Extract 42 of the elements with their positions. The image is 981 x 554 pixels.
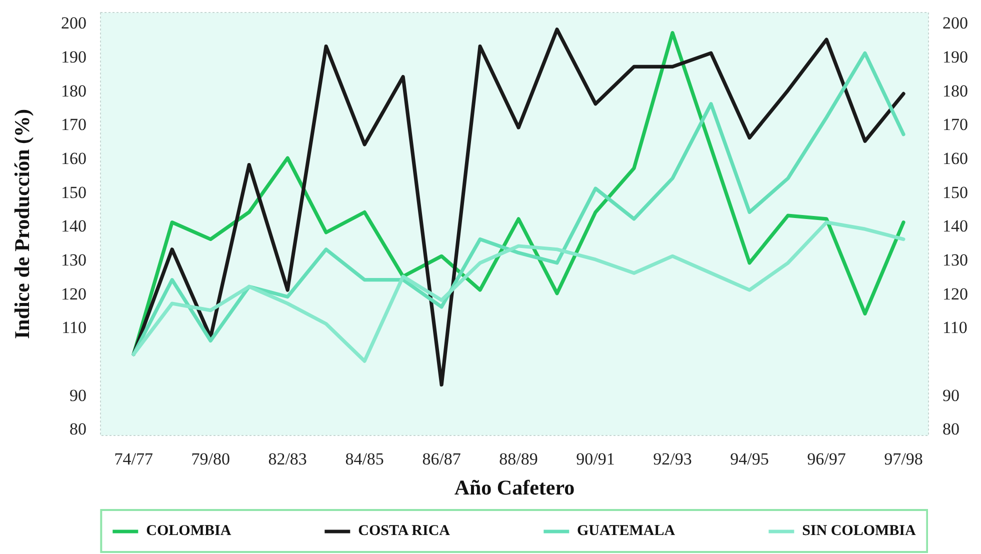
- legend-label: SIN COLOMBIA: [802, 522, 916, 540]
- x-tick-label: 82/83: [268, 450, 307, 468]
- y-tick-label: 150: [61, 182, 86, 202]
- y-tick-label: 190: [61, 47, 86, 66]
- x-tick-label: 79/80: [191, 450, 230, 468]
- y-tick-label: 140: [61, 216, 86, 236]
- y-tick-label: 180: [61, 81, 86, 100]
- legend-label: GUATEMALA: [577, 522, 676, 540]
- y2-tick-label: 180: [942, 81, 968, 100]
- x-tick-label: 86/87: [422, 450, 462, 468]
- y-tick-label: 80: [70, 420, 86, 439]
- y2-tick-label: 150: [942, 182, 968, 202]
- y2-tick-label: 140: [942, 216, 968, 236]
- y2-tick-label: 190: [942, 47, 968, 66]
- x-tick-label: 88/89: [499, 450, 538, 468]
- x-tick-label: 94/95: [730, 450, 769, 468]
- x-tick-label: 97/98: [884, 450, 923, 468]
- y2-tick-label: 80: [942, 420, 960, 439]
- y2-tick-label: 90: [942, 386, 960, 405]
- y-tick-label: 200: [61, 14, 86, 33]
- y2-tick-label: 200: [942, 14, 968, 33]
- x-tick-label: 96/97: [807, 450, 846, 468]
- x-tick-label: 90/91: [576, 450, 615, 468]
- y-tick-label: 130: [61, 250, 86, 270]
- y2-tick-label: 170: [942, 115, 968, 134]
- y2-tick-label: 120: [942, 284, 968, 304]
- legend-label: COSTA RICA: [358, 522, 450, 540]
- line-series: [132, 220, 906, 363]
- x-tick-label: 92/93: [653, 450, 692, 468]
- y-axis-title: Indice de Producción (%): [10, 108, 34, 340]
- y2-tick-label: 110: [942, 318, 968, 338]
- y-tick-label: 120: [61, 284, 86, 304]
- y2-tick-label: 160: [942, 149, 968, 168]
- legend-label: COLOMBIA: [146, 522, 232, 540]
- y-tick-label: 170: [61, 115, 86, 134]
- x-tick-label: 74/77: [114, 450, 154, 468]
- x-tick-label: 84/85: [345, 450, 384, 468]
- y-tick-label: 90: [70, 386, 86, 405]
- y-tick-label: 110: [62, 318, 87, 338]
- y-tick-label: 160: [61, 149, 86, 168]
- x-axis-title: Año Cafetero: [454, 476, 575, 500]
- y2-tick-label: 130: [942, 250, 968, 270]
